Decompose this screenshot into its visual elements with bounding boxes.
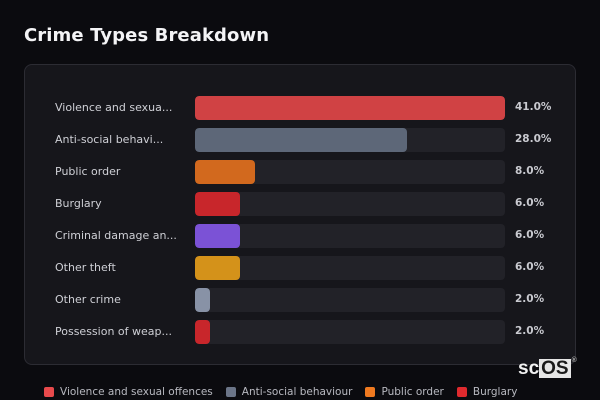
bar-value: 2.0% [515,325,545,337]
bar-label: Burglary [55,197,102,210]
chart-card: Violence and sexua... 41.0% Anti-social be… [24,64,576,365]
bar-value: 41.0% [515,101,552,113]
bar-value: 2.0% [515,293,545,305]
registered-mark: ® [571,357,577,364]
bar-row: Anti-social behavi... 28.0% [25,128,577,152]
bar-label: Other crime [55,293,121,306]
bar-fill[interactable] [195,192,241,216]
legend-label: Public order [381,386,444,398]
bar-row: Criminal damage an... 6.0% [25,224,577,248]
bar-track [195,320,505,344]
bar-fill[interactable] [195,128,407,152]
legend-item[interactable]: Burglary [456,386,518,398]
logo-text-sc: sc [518,358,540,379]
bar-row: Possession of weap... 2.0% [25,320,577,344]
bar-track [195,224,505,248]
legend-label: Anti-social behaviour [241,386,353,398]
bar-row: Public order 8.0% [25,160,577,184]
bar-label: Other theft [55,261,116,274]
bar-value: 6.0% [515,261,545,273]
bar-track [195,96,505,120]
scos-logo: sc OS ® [518,357,577,379]
bar-row: Other theft 6.0% [25,256,577,280]
legend-swatch-icon [365,387,376,397]
bar-label: Anti-social behavi... [55,133,164,146]
bar-label: Public order [55,165,121,178]
legend-item[interactable]: Violence and sexual offences [44,386,213,398]
bar-track [195,288,505,312]
bar-value: 8.0% [515,165,545,177]
chart-legend: Violence and sexual offences Anti-social … [44,386,530,398]
bar-label: Violence and sexua... [55,101,173,114]
bar-value: 6.0% [515,229,545,241]
bar-fill[interactable] [195,224,241,248]
legend-item[interactable]: Public order [365,386,444,398]
bar-label: Possession of weap... [55,325,172,338]
legend-swatch-icon [456,387,467,397]
bar-track [195,192,505,216]
bar-track [195,160,505,184]
legend-item[interactable]: Anti-social behaviour [225,386,353,398]
bar-row: Burglary 6.0% [25,192,577,216]
page-title: Crime Types Breakdown [24,25,270,46]
bar-fill[interactable] [195,256,241,280]
bar-row: Violence and sexua... 41.0% [25,96,577,120]
legend-label: Burglary [472,386,518,398]
legend-label: Violence and sexual offences [60,386,213,398]
bar-fill[interactable] [195,160,256,184]
legend-swatch-icon [225,387,236,397]
logo-text-os: OS [539,358,571,379]
bar-fill[interactable] [195,96,505,120]
bar-row: Other crime 2.0% [25,288,577,312]
bar-fill[interactable] [195,320,211,344]
bar-fill[interactable] [195,288,211,312]
bar-value: 6.0% [515,197,545,209]
legend-swatch-icon [44,387,54,397]
bar-track [195,128,505,152]
bar-label: Criminal damage an... [55,229,177,242]
bar-value: 28.0% [515,133,552,145]
bar-track [195,256,505,280]
